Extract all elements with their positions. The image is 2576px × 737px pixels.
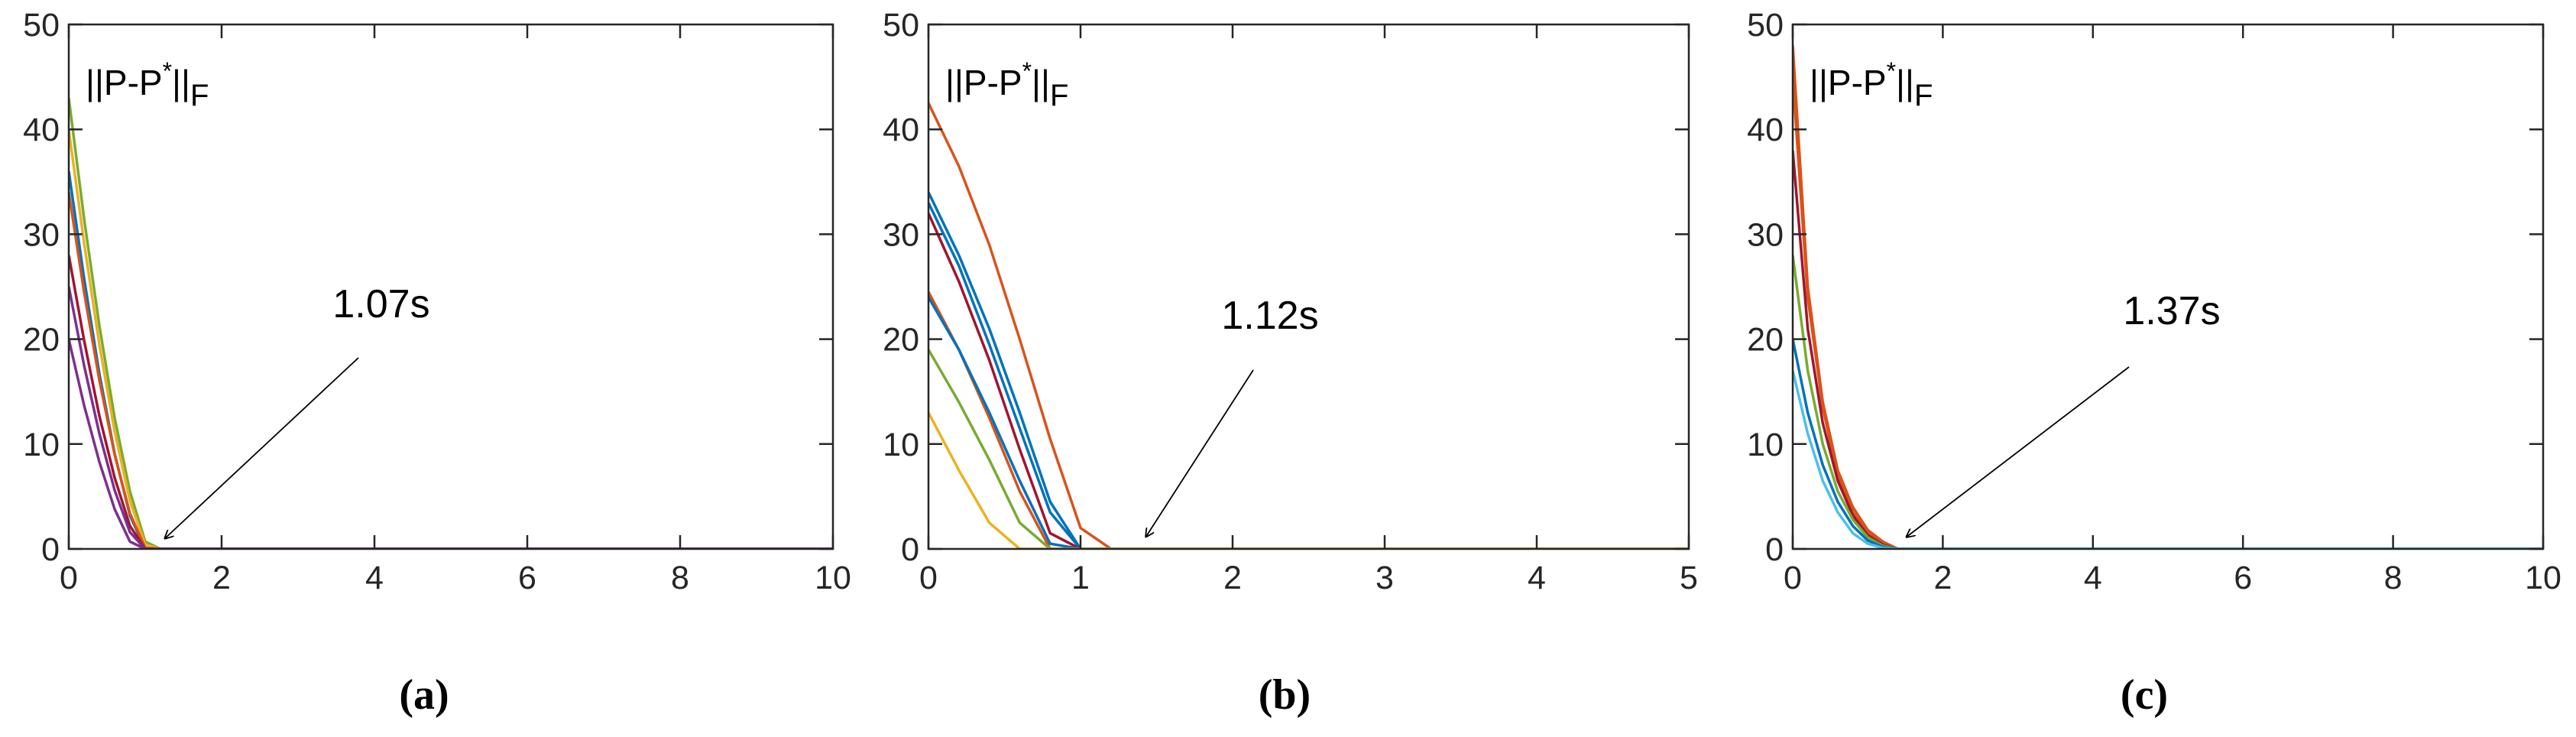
annotation: 1.12s bbox=[1221, 294, 1318, 338]
y-label-part: || bbox=[1896, 63, 1914, 102]
panel: 0 10 20 30 40 50 0 2 4 6 8 10 ||P-P*||F 1.07s (a) bbox=[23, 7, 851, 719]
annotation-arrow bbox=[1906, 366, 2130, 537]
data-line bbox=[928, 102, 1689, 549]
y-tick-label: 10 bbox=[23, 427, 60, 463]
y-tick-label: 0 bbox=[1765, 531, 1784, 568]
data-line bbox=[928, 213, 1689, 549]
y-label-sub: F bbox=[1050, 79, 1068, 112]
axes-box bbox=[927, 23, 1690, 550]
y-label-sup: * bbox=[163, 57, 172, 85]
data-line bbox=[928, 191, 1689, 549]
data-line bbox=[928, 202, 1689, 549]
y-tick-label: 50 bbox=[1747, 7, 1784, 44]
x-tick-label: 10 bbox=[2525, 560, 2561, 596]
data-line bbox=[69, 286, 833, 549]
y-label-part: ||P-P bbox=[945, 63, 1022, 102]
annotation-arrow bbox=[1145, 369, 1254, 537]
y-tick-label: 30 bbox=[883, 216, 919, 253]
data-line bbox=[69, 192, 833, 549]
x-tick-label: 2 bbox=[1933, 560, 1952, 596]
data-line bbox=[69, 128, 833, 549]
y-tick-label: 20 bbox=[1747, 322, 1784, 359]
y-label-part: ||P-P bbox=[1810, 63, 1887, 102]
y-tick-label: 20 bbox=[883, 322, 919, 359]
y-tick-label: 20 bbox=[23, 322, 60, 359]
y-label-sup: * bbox=[1887, 57, 1896, 85]
y-label: ||P-P*||F bbox=[1810, 57, 1933, 112]
plot-area bbox=[928, 102, 1689, 549]
x-tick-label: 4 bbox=[365, 560, 384, 596]
x-tick-label: 5 bbox=[1680, 560, 1698, 596]
plot-area bbox=[69, 97, 833, 549]
panel: 0 10 20 30 40 50 0 1 2 3 4 5 ||P-P*||F 1.12s (b) bbox=[883, 7, 1698, 719]
x-tick-label: 0 bbox=[919, 560, 938, 596]
y-tick-label: 0 bbox=[901, 531, 919, 568]
data-line bbox=[1793, 150, 2543, 549]
x-tick-label: 6 bbox=[518, 560, 536, 596]
axes-box bbox=[67, 23, 834, 550]
x-tick-label: 10 bbox=[815, 560, 851, 596]
panel-label: (b) bbox=[1259, 671, 1311, 719]
x-tick-label: 6 bbox=[2234, 560, 2252, 596]
data-line bbox=[1793, 370, 2543, 549]
x-tick-label: 3 bbox=[1375, 560, 1394, 596]
axes-box bbox=[1791, 23, 2545, 550]
x-tick-label: 2 bbox=[212, 560, 231, 596]
x-tick-label: 0 bbox=[1784, 560, 1802, 596]
x-tick-label: 8 bbox=[671, 560, 689, 596]
y-tick-label: 10 bbox=[1747, 427, 1784, 463]
x-tick-label: 8 bbox=[2384, 560, 2403, 596]
y-tick-label: 30 bbox=[23, 216, 60, 253]
data-line bbox=[69, 255, 833, 549]
y-tick-label: 50 bbox=[23, 7, 60, 44]
panel: 0 10 20 30 40 50 0 2 4 6 8 10 ||P-P*||F 1.37s (c) bbox=[1747, 7, 2561, 719]
y-tick-label: 0 bbox=[41, 531, 60, 568]
y-label-part: || bbox=[1032, 63, 1050, 102]
data-line bbox=[928, 296, 1689, 549]
y-tick-label: 40 bbox=[883, 112, 919, 148]
x-tick-label: 0 bbox=[60, 560, 78, 596]
y-tick-label: 40 bbox=[1747, 112, 1784, 148]
x-tick-label: 1 bbox=[1071, 560, 1090, 596]
y-label-sup: * bbox=[1022, 57, 1032, 85]
data-line bbox=[928, 411, 1689, 549]
x-tick-label: 4 bbox=[2084, 560, 2102, 596]
x-tick-label: 4 bbox=[1528, 560, 1546, 596]
y-label: ||P-P*||F bbox=[945, 57, 1068, 112]
data-line bbox=[69, 170, 833, 549]
y-label-part: || bbox=[172, 63, 190, 102]
data-line bbox=[1793, 339, 2543, 549]
panel-label: (a) bbox=[399, 671, 449, 719]
y-tick-label: 50 bbox=[883, 7, 919, 44]
data-line bbox=[69, 339, 833, 549]
annotation-arrow bbox=[164, 357, 359, 539]
y-tick-label: 10 bbox=[883, 427, 919, 463]
y-label-part: ||P-P bbox=[86, 63, 163, 102]
x-tick-label: 2 bbox=[1223, 560, 1242, 596]
y-label-sub: F bbox=[190, 79, 209, 112]
data-line bbox=[69, 97, 833, 549]
y-label-sub: F bbox=[1914, 79, 1933, 112]
y-label: ||P-P*||F bbox=[86, 57, 209, 112]
y-tick-label: 30 bbox=[1747, 216, 1784, 253]
panel-label: (c) bbox=[2121, 671, 2168, 719]
annotation: 1.07s bbox=[332, 282, 429, 326]
y-tick-label: 40 bbox=[23, 112, 60, 148]
annotation: 1.37s bbox=[2123, 289, 2220, 333]
data-line bbox=[928, 349, 1689, 549]
